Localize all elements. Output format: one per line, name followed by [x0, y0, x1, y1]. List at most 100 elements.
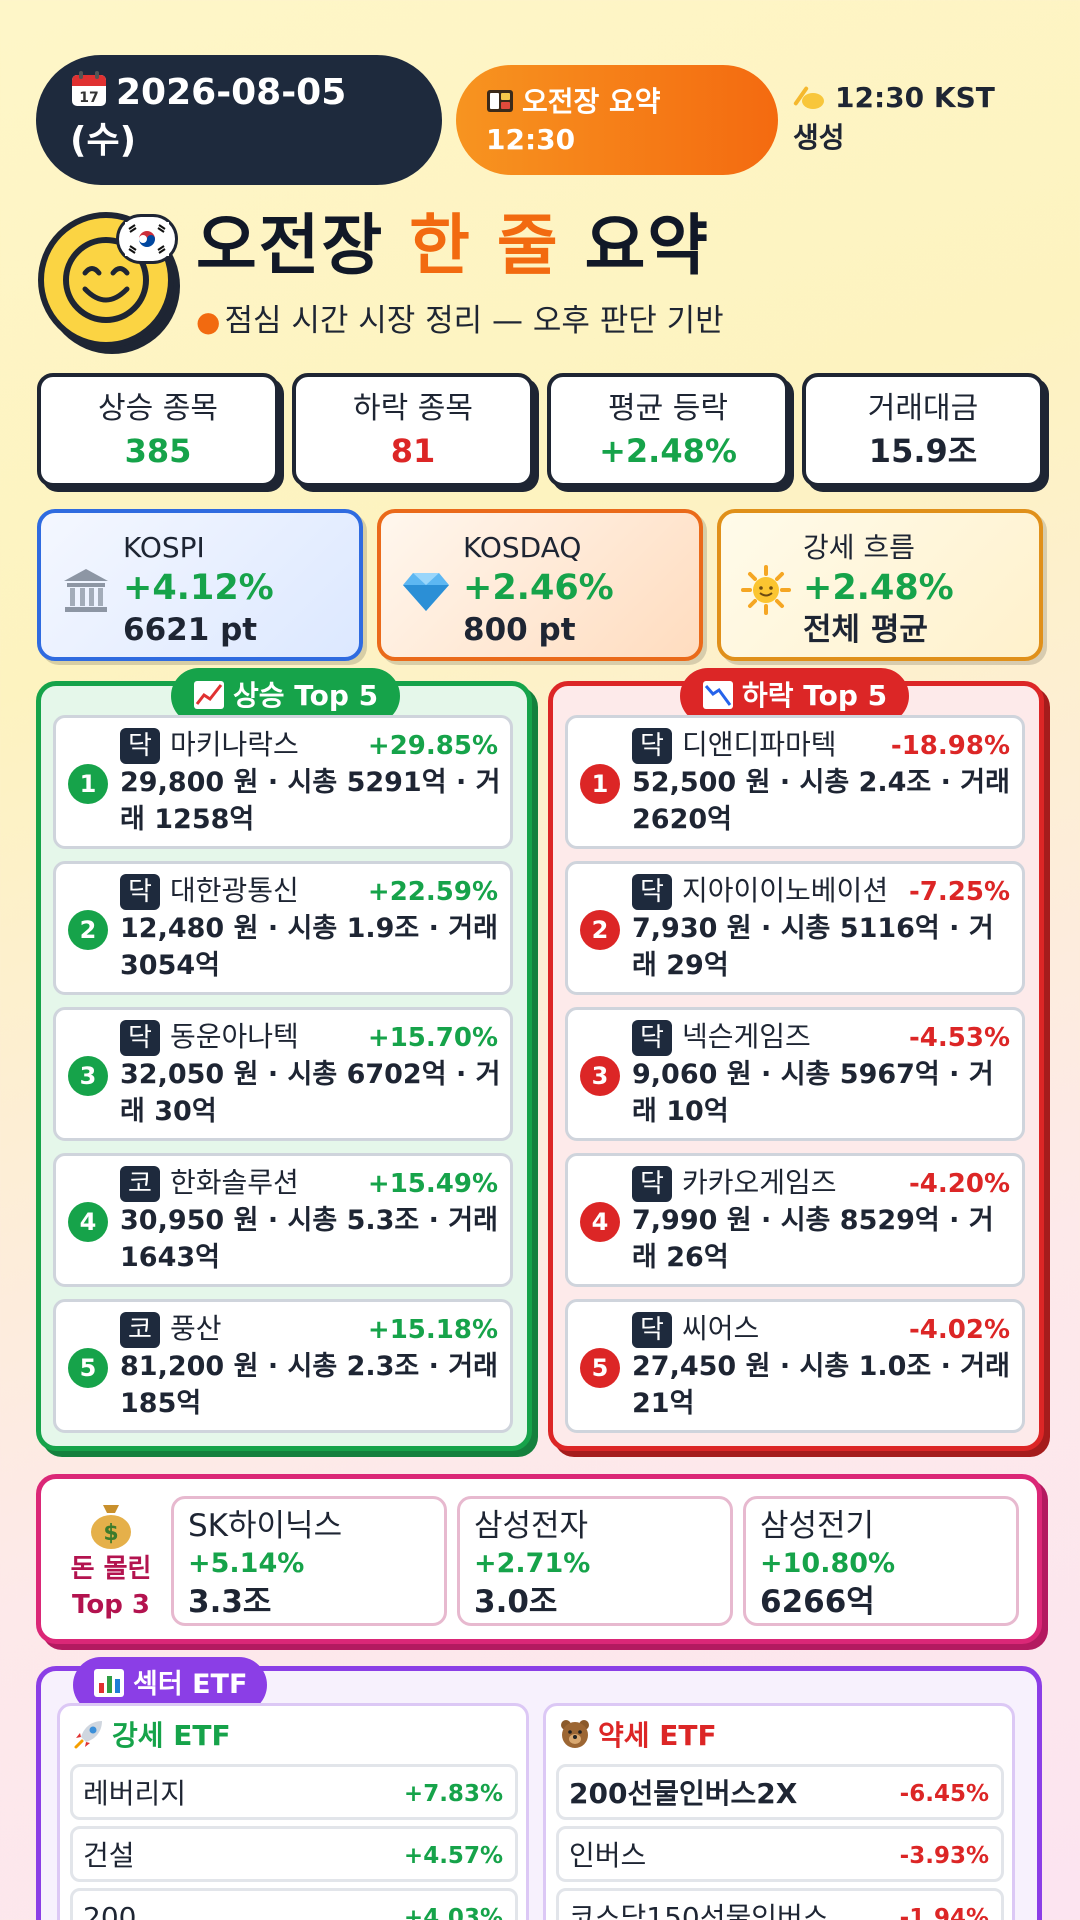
stock-name: 디앤디파마텍	[682, 728, 837, 761]
money-card[interactable]: 삼성전기 +10.80% 6266억	[743, 1496, 1019, 1626]
stock-change: +15.18%	[367, 1315, 498, 1345]
stock-change: +29.85%	[367, 731, 498, 761]
stock-change: +22.59%	[367, 877, 498, 907]
bar-chart-icon	[94, 1669, 124, 1697]
index-points: 800 pt	[463, 612, 576, 648]
stock-detail: 7,990 원 · 시총 8529억 · 거래 26억	[632, 1205, 994, 1273]
market-badge: 닥	[632, 1020, 672, 1056]
table-row[interactable]: 200 +4.03%	[70, 1888, 518, 1920]
rank-badge: 1	[68, 764, 108, 804]
list-item[interactable]: 4 닥 카카오게임즈 -4.20% 7,990 원 · 시총 8529억 · 거…	[565, 1153, 1025, 1287]
stat-value: 81	[390, 432, 436, 470]
writing-hand-icon	[793, 86, 824, 109]
stock-detail: 30,950 원 · 시총 5.3조 · 거래 1643억	[120, 1205, 498, 1273]
gem-icon	[403, 573, 449, 611]
table-row[interactable]: 건설 +4.57%	[70, 1826, 518, 1882]
rank-badge: 2	[580, 910, 620, 950]
sector-etf-panel: 섹터 ETF 강세 ETF 레버리지 +7.83% 건설 +4.57% 200 …	[36, 1657, 1042, 1920]
chart-down-icon	[703, 681, 733, 709]
bear-icon	[561, 1720, 589, 1748]
index-change: +2.46%	[463, 568, 614, 608]
etf-name: 200	[83, 1901, 137, 1920]
generated-suffix: 생성	[793, 121, 845, 154]
stock-detail: 7,930 원 · 시총 5116억 · 거래 29억	[632, 913, 994, 981]
index-card-kosdaq: KOSDAQ +2.46% 800 pt	[377, 509, 703, 661]
list-item[interactable]: 3 닥 동운아나텍 +15.70% 32,050 원 · 시총 6702억 · …	[53, 1007, 513, 1141]
etf-name: 인버스	[569, 1839, 647, 1872]
list-item[interactable]: 1 닥 디앤디파마텍 -18.98% 52,500 원 · 시총 2.4조 · …	[565, 715, 1025, 849]
strong-etf-column: 강세 ETF 레버리지 +7.83% 건설 +4.57% 200 +4.03%	[57, 1703, 529, 1920]
title-highlight: 한 줄	[409, 207, 560, 284]
market-badge: 닥	[632, 728, 672, 764]
list-item[interactable]: 5 코 풍산 +15.18% 81,200 원 · 시총 2.3조 · 거래 1…	[53, 1299, 513, 1433]
table-row[interactable]: 인버스 -3.93%	[556, 1826, 1004, 1882]
subtitle-text: 점심 시간 시장 정리 — 오후 판단 기반	[224, 303, 724, 339]
stat-label: 하락 종목	[353, 391, 473, 426]
stock-change: -7.25%	[909, 877, 1010, 907]
index-change: +4.12%	[123, 568, 274, 608]
stat-label: 평균 등락	[608, 391, 728, 426]
list-item[interactable]: 2 닥 대한광통신 +22.59% 12,480 원 · 시총 1.9조 · 거…	[53, 861, 513, 995]
session-tag-pill: 오전장 요약 12:30	[456, 65, 778, 175]
stock-detail: 9,060 원 · 시총 5967억 · 거래 10억	[632, 1059, 994, 1127]
list-item[interactable]: 1 닥 마키나락스 +29.85% 29,800 원 · 시총 5291억 · …	[53, 715, 513, 849]
market-badge: 코	[120, 1312, 160, 1348]
stock-detail: 52,500 원 · 시총 2.4조 · 거래 2620억	[632, 767, 1010, 835]
stock-name: 지아이이노베이션	[682, 874, 889, 907]
date-pill: 17 2026-08-05 (수)	[36, 55, 442, 185]
index-card-kospi: KOSPI +4.12% 6621 pt	[37, 509, 363, 661]
market-badge: 닥	[632, 874, 672, 910]
money-card[interactable]: SK하이닉스 +5.14% 3.3조	[171, 1496, 447, 1626]
index-points: 전체 평균	[803, 612, 928, 648]
table-row[interactable]: 200선물인버스2X -6.45%	[556, 1764, 1004, 1820]
strong-etf-header: 강세 ETF	[72, 1716, 231, 1756]
gainers-badge: 상승 Top 5	[171, 668, 401, 724]
table-row[interactable]: 레버리지 +7.83%	[70, 1764, 518, 1820]
rank-badge: 1	[580, 764, 620, 804]
market-badge: 닥	[120, 728, 160, 764]
list-item[interactable]: 4 코 한화솔루션 +15.49% 30,950 원 · 시총 5.3조 · 거…	[53, 1153, 513, 1287]
stock-name: 한화솔루션	[170, 1166, 299, 1199]
stock-name: 대한광통신	[170, 874, 299, 907]
stock-change: -4.02%	[909, 1315, 1010, 1345]
stock-name: 마키나락스	[170, 728, 299, 761]
rank-badge: 4	[68, 1202, 108, 1242]
page-title: 오전장 한 줄 요약	[196, 204, 710, 288]
rocket-icon	[74, 1721, 102, 1749]
generated-info: 12:30 KST 생성	[793, 78, 1053, 158]
stock-name: 동운아나텍	[170, 1020, 299, 1053]
market-badge: 닥	[120, 874, 160, 910]
etf-name: 레버리지	[83, 1777, 187, 1810]
stat-label: 거래대금	[867, 391, 979, 426]
session-time: 12:30	[486, 123, 576, 156]
gainers-title: 상승 Top 5	[233, 679, 379, 712]
weekday-text: (수)	[70, 120, 137, 161]
weak-etf-column: 약세 ETF 200선물인버스2X -6.45% 인버스 -3.93% 코스닥1…	[543, 1703, 1015, 1920]
rank-badge: 5	[580, 1348, 620, 1388]
table-row[interactable]: 코스닥150선물인버스 -1.94%	[556, 1888, 1004, 1920]
money-card[interactable]: 삼성전자 +2.71% 3.0조	[457, 1496, 733, 1626]
stock-change: +15.49%	[367, 1169, 498, 1199]
rank-badge: 2	[68, 910, 108, 950]
stock-change: -18.98%	[890, 731, 1010, 761]
index-points: 6621 pt	[123, 612, 258, 648]
list-item[interactable]: 2 닥 지아이이노베이션 -7.25% 7,930 원 · 시총 5116억 ·…	[565, 861, 1025, 995]
money-bag-icon: $	[91, 1505, 131, 1549]
stat-value: +2.48%	[599, 432, 737, 470]
money-top3-panel: $ 돈 몰린 Top 3 SK하이닉스 +5.14% 3.3조 삼성전자 +2.…	[36, 1474, 1042, 1644]
money-label: 돈 몰린 Top 3	[55, 1551, 167, 1623]
stat-value: 385	[124, 432, 192, 470]
index-change: +2.48%	[803, 568, 954, 608]
list-item[interactable]: 5 닥 씨어스 -4.02% 27,450 원 · 시총 1.0조 · 거래 2…	[565, 1299, 1025, 1433]
title-part2: 요약	[584, 207, 711, 284]
weak-etf-title: 약세 ETF	[598, 1719, 717, 1752]
list-item[interactable]: 3 닥 넥슨게임즈 -4.53% 9,060 원 · 시총 5967억 · 거래…	[565, 1007, 1025, 1141]
stat-value: 15.9조	[868, 432, 978, 470]
index-card-trend: 강세 흐름 +2.48% 전체 평균	[717, 509, 1043, 661]
money-stock-name: 삼성전자	[474, 1508, 589, 1544]
stock-name: 씨어스	[682, 1312, 760, 1345]
stock-name: 풍산	[170, 1312, 222, 1345]
rank-badge: 3	[68, 1056, 108, 1096]
money-label-line2: Top 3	[72, 1590, 150, 1620]
market-badge: 닥	[632, 1312, 672, 1348]
